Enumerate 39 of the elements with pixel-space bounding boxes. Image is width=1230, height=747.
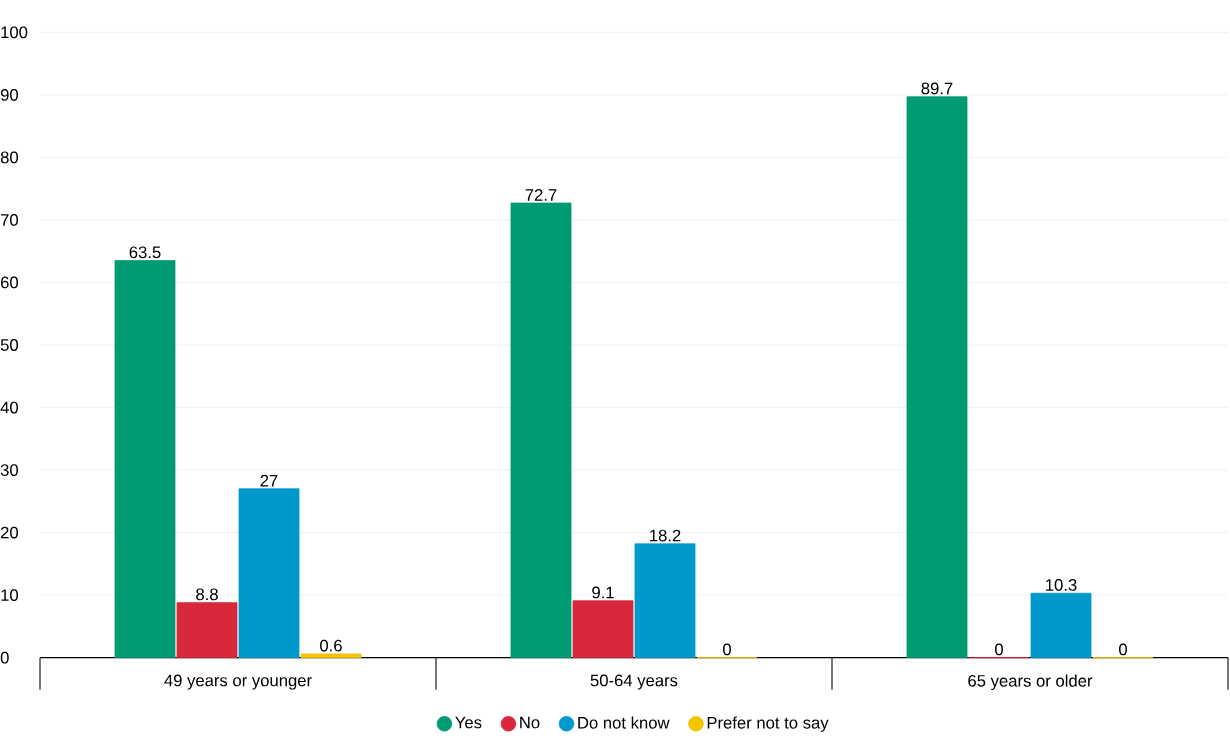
data-label: 8.8 [196, 588, 218, 601]
y-tick-label: 30 [0, 464, 19, 476]
bar [300, 653, 362, 659]
data-label: 27 [260, 474, 278, 487]
legend-label: Do not know [578, 716, 670, 729]
y-tick-label: 0 [0, 651, 9, 664]
y-tick-label: 90 [0, 88, 19, 101]
legend-label: Yes [455, 716, 482, 729]
bar [634, 543, 696, 659]
y-tick-label: 50 [0, 339, 19, 351]
bar [906, 96, 968, 659]
x-tick-label: 65 years or older [968, 674, 1093, 691]
x-tick-label: 50-64 years [590, 674, 678, 690]
bar [238, 488, 300, 659]
data-label: 9.1 [592, 586, 614, 599]
y-tick-label: 20 [0, 526, 19, 539]
y-tick-label: 80 [0, 151, 19, 164]
y-tick-label: 100 [1, 26, 28, 39]
x-tick-label: 49 years or younger [164, 674, 312, 690]
bar [1030, 592, 1092, 659]
data-label: 0 [1119, 643, 1127, 656]
y-tick-label: 40 [0, 401, 19, 414]
data-label: 10.3 [1046, 579, 1077, 591]
data-label: 0.6 [320, 639, 342, 652]
data-label: 89.7 [921, 82, 953, 95]
y-tick-label: 10 [1, 589, 19, 602]
data-label: 18.2 [650, 529, 681, 542]
y-tick-label: 60 [0, 276, 19, 289]
y-tick-label: 70 [0, 214, 19, 226]
data-label: 72.7 [525, 189, 557, 201]
bar [510, 202, 572, 659]
data-label: 0 [723, 643, 731, 656]
legend-label: No [520, 716, 540, 729]
bar [572, 600, 634, 659]
bar [114, 260, 176, 659]
data-label: 63.5 [129, 246, 161, 259]
legend-label: Prefer not to say [707, 716, 829, 732]
data-label: 0 [995, 643, 1003, 656]
bar [176, 602, 238, 659]
